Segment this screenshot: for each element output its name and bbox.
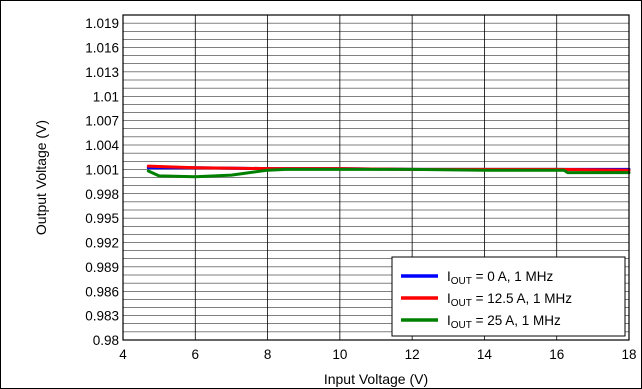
legend-label-2: IOUT = 12.5 A, 1 MHz — [447, 291, 572, 309]
legend-label-1: IOUT = 0 A, 1 MHz — [447, 269, 554, 287]
y-tick-label: 1.001 — [85, 162, 119, 177]
y-tick-label: 0.992 — [85, 236, 119, 251]
y-tick-label: 0.998 — [85, 187, 119, 202]
y-tick-label: 0.986 — [85, 284, 119, 299]
x-axis-title: Input Voltage (V) — [324, 371, 428, 387]
y-tick-label: 1.016 — [85, 41, 119, 56]
series-lines — [146, 164, 631, 179]
y-tick-label: 0.983 — [85, 309, 119, 324]
y-tick-label: 1.019 — [85, 16, 119, 31]
x-tick-label: 18 — [621, 347, 636, 362]
x-tick-labels: 4 6 8 10 12 14 16 18 — [119, 347, 636, 362]
series-line-3 — [146, 167, 631, 179]
y-tick-label: 0.98 — [93, 333, 119, 348]
y-tick-label: 1.007 — [85, 114, 119, 129]
y-tick-label: 0.995 — [85, 211, 119, 226]
legend: IOUT = 0 A, 1 MHz IOUT = 12.5 A, 1 MHz IOU… — [391, 256, 626, 337]
y-tick-label: 1.01 — [93, 89, 119, 104]
x-tick-label: 14 — [477, 347, 493, 362]
x-tick-label: 4 — [119, 347, 127, 362]
x-tick-label: 10 — [332, 347, 347, 362]
y-tick-labels: 0.98 0.983 0.986 0.989 0.992 0.995 0.998 1.001 1… — [85, 16, 119, 348]
y-tick-label: 0.989 — [85, 260, 119, 275]
y-tick-label: 1.004 — [85, 138, 119, 153]
y-tick-label: 1.013 — [85, 65, 119, 80]
plot-frame — [122, 14, 630, 341]
x-tick-label: 12 — [405, 347, 420, 362]
x-tick-label: 16 — [549, 347, 564, 362]
x-tick-label: 8 — [264, 347, 272, 362]
y-axis-title: Output Voltage (V) — [33, 120, 49, 235]
legend-label-3: IOUT = 25 A, 1 MHz — [447, 313, 561, 331]
x-tick-label: 6 — [192, 347, 200, 362]
